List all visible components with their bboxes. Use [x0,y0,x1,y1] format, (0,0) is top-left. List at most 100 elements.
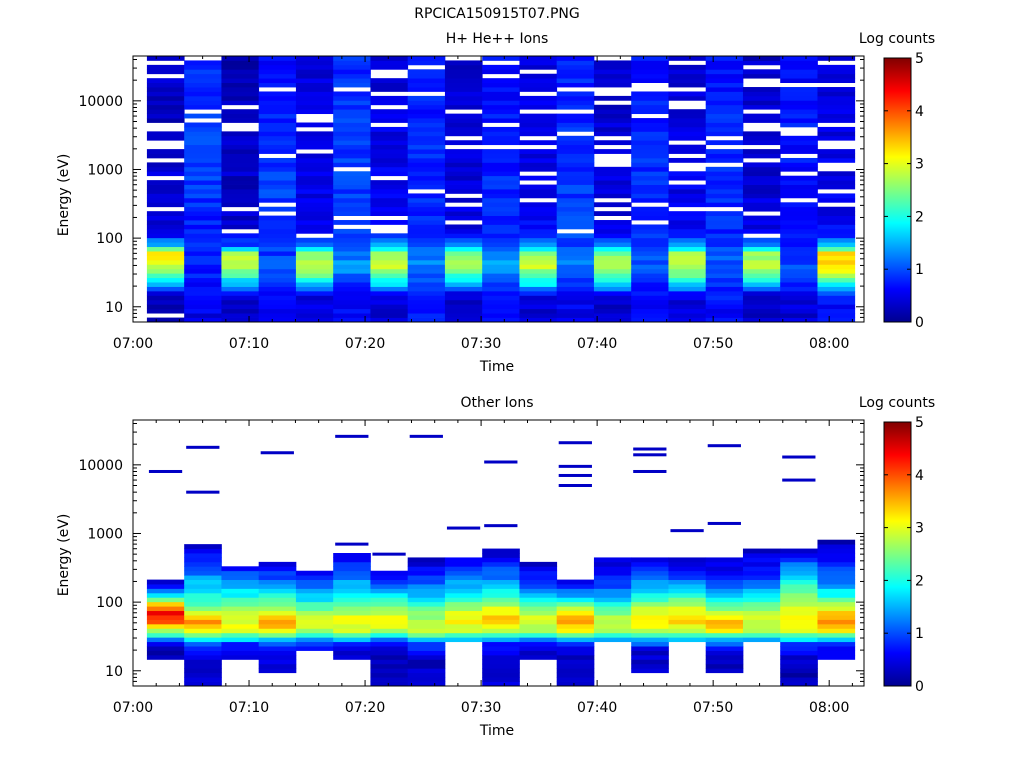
heatmap-cell [817,637,856,643]
heatmap-cell [146,95,185,101]
heatmap-cell [444,69,483,75]
heatmap-cell [407,637,446,643]
heatmap-cell [742,237,781,243]
heatmap-cell [556,610,595,616]
heatmap-cell [482,668,520,674]
heatmap-cell [221,579,260,585]
heatmap-cell [482,304,520,310]
x-tick-label: 07:30 [461,336,501,352]
heatmap-cell [184,135,222,141]
heatmap-cell [742,575,781,580]
heatmap-cell [333,615,371,620]
heatmap-cell [482,597,520,603]
heatmap-cell [519,597,558,603]
heatmap-cell [407,632,446,638]
heatmap-cell [742,91,781,97]
heatmap-cell [668,122,707,128]
heatmap-cell [146,601,185,607]
heatmap-cell [221,237,260,243]
heatmap-cell [556,157,595,163]
heatmap-cell [258,126,297,132]
heatmap-cell [593,570,632,576]
heatmap-cell [444,308,483,314]
heatmap-cell [444,566,483,572]
heatmap-cell [184,553,222,558]
heatmap-cell [631,233,669,239]
heatmap-cell [221,597,260,603]
heatmap-cell [705,273,744,279]
heatmap-cell [556,140,595,146]
heatmap-cell [333,623,371,629]
heatmap-cell [593,60,632,66]
heatmap-cell [295,579,334,585]
heatmap-cell [295,646,334,651]
heatmap-cell [742,87,781,92]
heatmap-cell [295,131,334,137]
heatmap-cell [295,610,334,616]
heatmap-cell [593,224,632,230]
heatmap-cell [221,144,260,150]
heatmap-cell [780,166,818,172]
heatmap-cell [780,220,818,225]
heatmap-cell [295,220,334,225]
sparse-count-mark [633,447,667,451]
heatmap-cell [556,64,595,70]
heatmap-cell [742,202,781,208]
heatmap-cell [295,588,334,594]
heatmap-cell [817,78,856,83]
heatmap-cell [221,131,260,137]
heatmap-cell [817,184,856,190]
heatmap-cell [742,628,781,634]
heatmap-cell [221,264,260,270]
heatmap-cell [295,56,334,61]
heatmap-cell [444,184,483,190]
heatmap-cell [407,153,446,159]
heatmap-cell [593,592,632,598]
heatmap-cell [258,623,297,629]
heatmap-cell [742,561,781,567]
heatmap-cell [705,646,744,651]
heatmap-cell [519,153,558,159]
heatmap-cell [370,78,409,83]
heatmap-cell [780,646,818,651]
heatmap-cell [593,69,632,75]
heatmap-cell [221,215,260,221]
heatmap-cell [146,299,185,305]
heatmap-cell [444,268,483,274]
heatmap-cell [258,220,297,225]
heatmap-cell [295,197,334,203]
heatmap-cell [519,251,558,256]
heatmap-cell [482,64,520,70]
heatmap-column [742,548,781,643]
heatmap-cell [742,304,781,310]
heatmap-cell [705,56,744,61]
heatmap-cell [556,592,595,598]
heatmap-cell [631,628,669,634]
heatmap-cell [780,224,818,230]
heatmap-cell [333,206,371,212]
heatmap-cell [519,64,558,70]
heatmap-cell [333,561,371,567]
heatmap-cell [184,304,222,310]
heatmap-cell [705,140,744,146]
heatmap-cell [519,290,558,296]
heatmap-cell [631,259,669,265]
heatmap-cell [817,566,856,572]
panel-2-title: Other Ions [460,395,533,411]
heatmap-cell [631,659,669,665]
heatmap-cell [221,211,260,216]
heatmap-cell [482,623,520,629]
heatmap-column [817,539,856,660]
heatmap-cell [482,157,520,163]
heatmap-cell [146,273,185,279]
heatmap-cell [593,184,632,190]
heatmap-cell [519,166,558,172]
heatmap-cell [258,308,297,314]
heatmap-cell [407,681,446,687]
heatmap-cell [631,601,669,607]
heatmap-cell [295,601,334,607]
colorbar-tick-label: 5 [915,415,924,431]
heatmap-cell [184,140,222,146]
heatmap-cell [370,592,409,598]
heatmap-cell [295,317,334,323]
